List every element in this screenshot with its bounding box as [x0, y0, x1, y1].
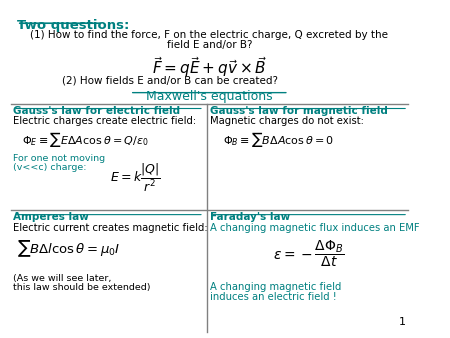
Text: (2) How fields E and/or B can be created?: (2) How fields E and/or B can be created… [62, 76, 278, 86]
Text: (v<<c) charge:: (v<<c) charge: [13, 163, 87, 172]
Text: Maxwell's equations: Maxwell's equations [146, 90, 273, 103]
Text: A changing magnetic field: A changing magnetic field [210, 282, 342, 292]
Text: induces an electric field !: induces an electric field ! [210, 292, 337, 302]
Text: Electric current creates magnetic field:: Electric current creates magnetic field: [13, 222, 208, 233]
Text: 1: 1 [398, 317, 405, 327]
Text: $\Phi_B \equiv \sum B\Delta A\cos\theta = 0$: $\Phi_B \equiv \sum B\Delta A\cos\theta … [223, 130, 334, 149]
Text: (1) How to find the force, F on the electric charge, Q excreted by the: (1) How to find the force, F on the elec… [30, 30, 388, 40]
Text: Gauss's law for magnetic field: Gauss's law for magnetic field [210, 105, 388, 116]
Text: (As we will see later,: (As we will see later, [13, 274, 112, 283]
Text: $\varepsilon = -\dfrac{\Delta\Phi_B}{\Delta t}$: $\varepsilon = -\dfrac{\Delta\Phi_B}{\De… [273, 238, 344, 269]
Text: Amperes law: Amperes law [13, 212, 89, 222]
Text: A changing magnetic flux induces an EMF: A changing magnetic flux induces an EMF [210, 222, 420, 233]
Text: this law should be extended): this law should be extended) [13, 283, 151, 292]
Text: $\vec{F} = q\vec{E} + q\vec{v} \times \vec{B}$: $\vec{F} = q\vec{E} + q\vec{v} \times \v… [152, 55, 267, 79]
Text: field E and/or B?: field E and/or B? [166, 40, 252, 50]
Text: For one not moving: For one not moving [13, 154, 105, 163]
Text: $\sum B\Delta l\cos\theta = \mu_0 I$: $\sum B\Delta l\cos\theta = \mu_0 I$ [17, 238, 120, 259]
Text: Two questions:: Two questions: [17, 19, 129, 32]
Text: $\Phi_E \equiv \sum E\Delta A\cos\theta = Q/\varepsilon_0$: $\Phi_E \equiv \sum E\Delta A\cos\theta … [22, 130, 149, 149]
Text: Gauss's law for electric field: Gauss's law for electric field [13, 105, 180, 116]
Text: Magnetic charges do not exist:: Magnetic charges do not exist: [210, 116, 364, 126]
Text: $E = k\dfrac{|Q|}{r^2}$: $E = k\dfrac{|Q|}{r^2}$ [110, 162, 161, 194]
Text: Electric charges create electric field:: Electric charges create electric field: [13, 116, 196, 126]
Text: Faraday's law: Faraday's law [210, 212, 290, 222]
